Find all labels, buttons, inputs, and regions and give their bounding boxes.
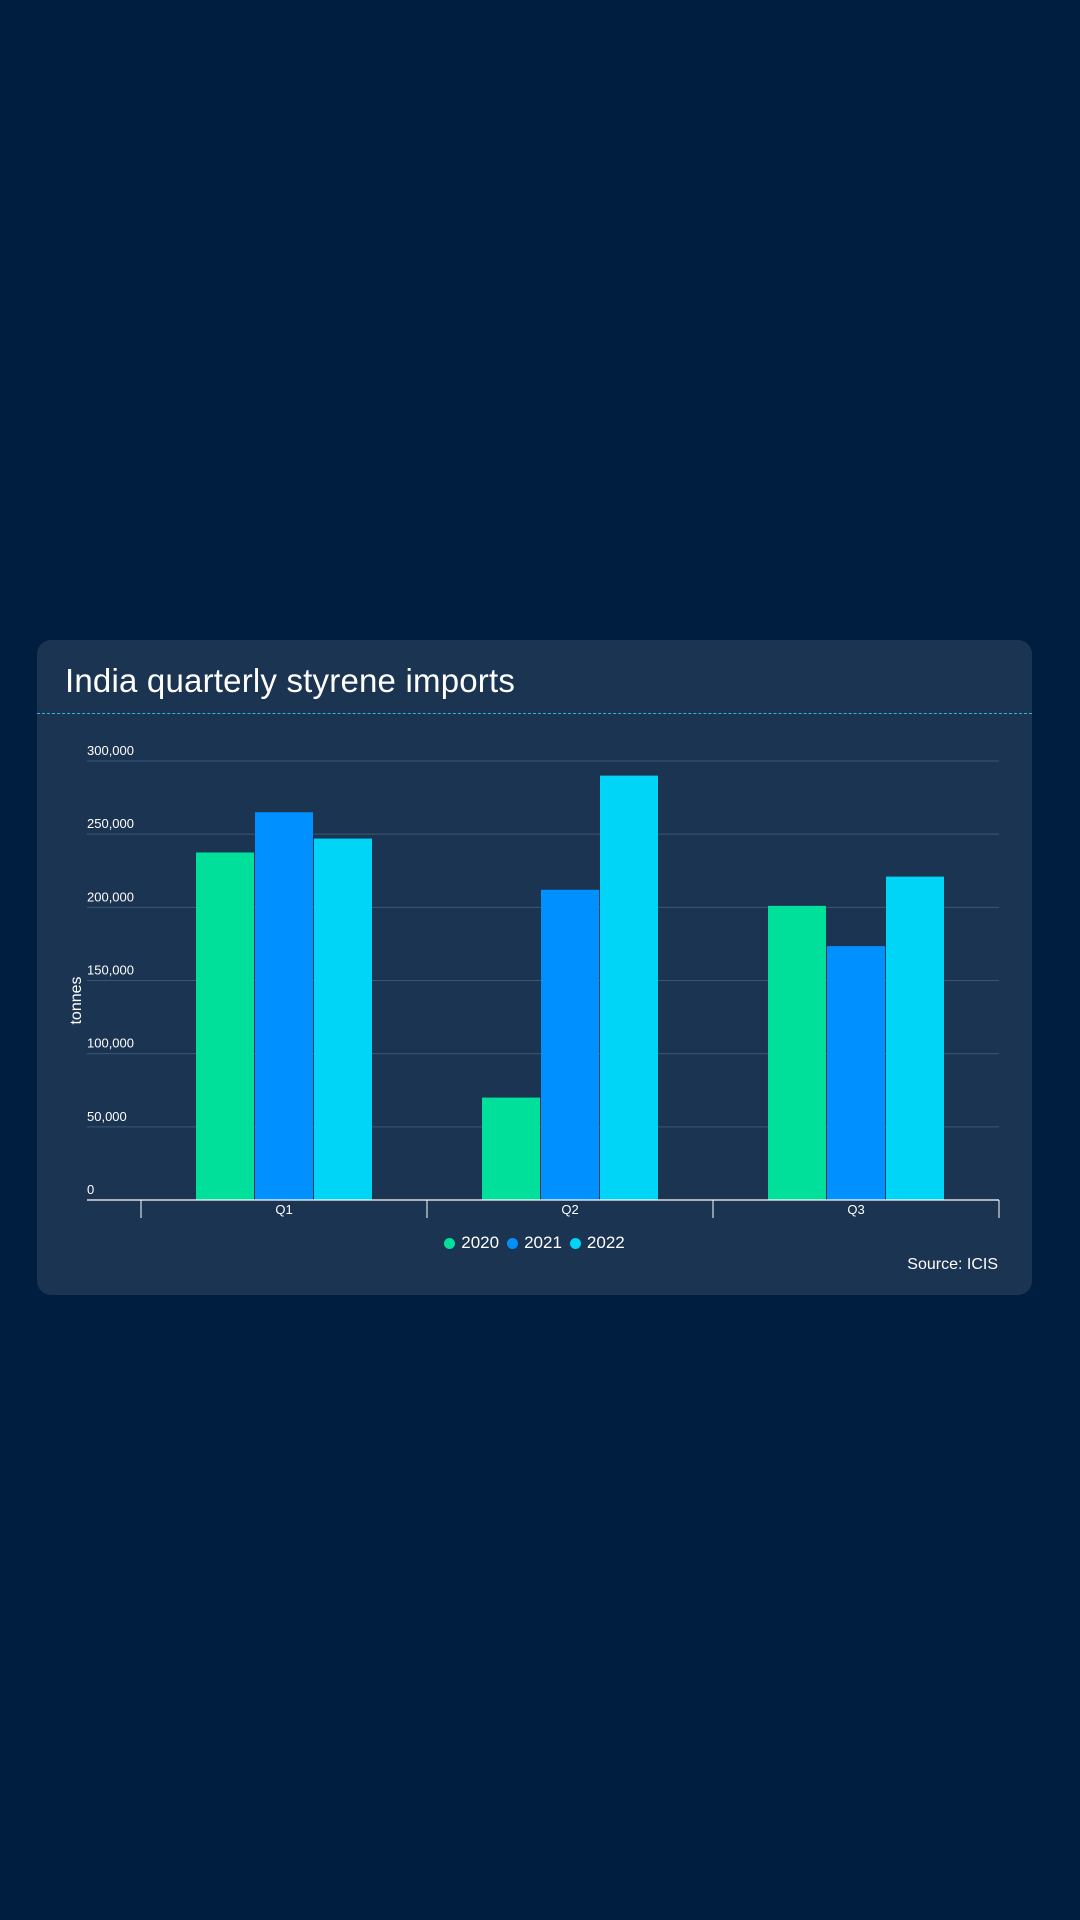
x-tick-label: Q1 [275, 1202, 292, 1217]
x-tick-label: Q2 [561, 1202, 578, 1217]
legend-label: 2020 [461, 1233, 500, 1252]
legend-item-2020: 2020 [444, 1233, 499, 1253]
y-tick-label: 250,000 [87, 816, 134, 831]
y-tick-label: 50,000 [87, 1109, 127, 1124]
bar-2020-q3 [768, 905, 826, 1200]
legend-item-2021: 2021 [507, 1233, 562, 1253]
bar-2021-q1 [255, 812, 313, 1200]
legend-label: 2021 [524, 1233, 562, 1252]
chart-legend: 2020 2021 2022 [37, 1233, 1032, 1253]
bar-2022-q3 [886, 876, 944, 1200]
legend-swatch [569, 1237, 581, 1249]
chart-title: India quarterly styrene imports [65, 662, 516, 699]
y-tick-label: 200,000 [87, 889, 134, 904]
bar-2020-q2 [482, 1097, 540, 1200]
y-tick-label: 300,000 [87, 743, 134, 758]
legend-swatch [444, 1237, 456, 1249]
legend-label: 2022 [586, 1233, 625, 1252]
bar-2020-q1 [196, 852, 254, 1200]
bar-chart: 0 50,000 100,000 150,000 200,000 250,000 300,0… [68, 743, 1000, 1218]
y-tick-label: 150,000 [87, 963, 134, 978]
bar-2022-q2 [600, 775, 658, 1200]
bar-2021-q3 [827, 946, 885, 1200]
y-axis-label: tonnes [68, 976, 85, 1024]
x-tick-label: Q3 [847, 1202, 864, 1217]
source-note: Source: ICIS [907, 1256, 998, 1273]
title-divider [37, 713, 1032, 714]
y-tick-label: 100,000 [87, 1036, 134, 1051]
y-tick-label: 0 [87, 1182, 94, 1197]
bar-2021-q2 [541, 889, 599, 1200]
chart-card: India quarterly styrene imports 0 50,000 1… [37, 640, 1032, 1295]
bar-2022-q1 [314, 838, 372, 1200]
legend-item-2022: 2022 [569, 1233, 625, 1253]
legend-swatch [507, 1237, 519, 1249]
